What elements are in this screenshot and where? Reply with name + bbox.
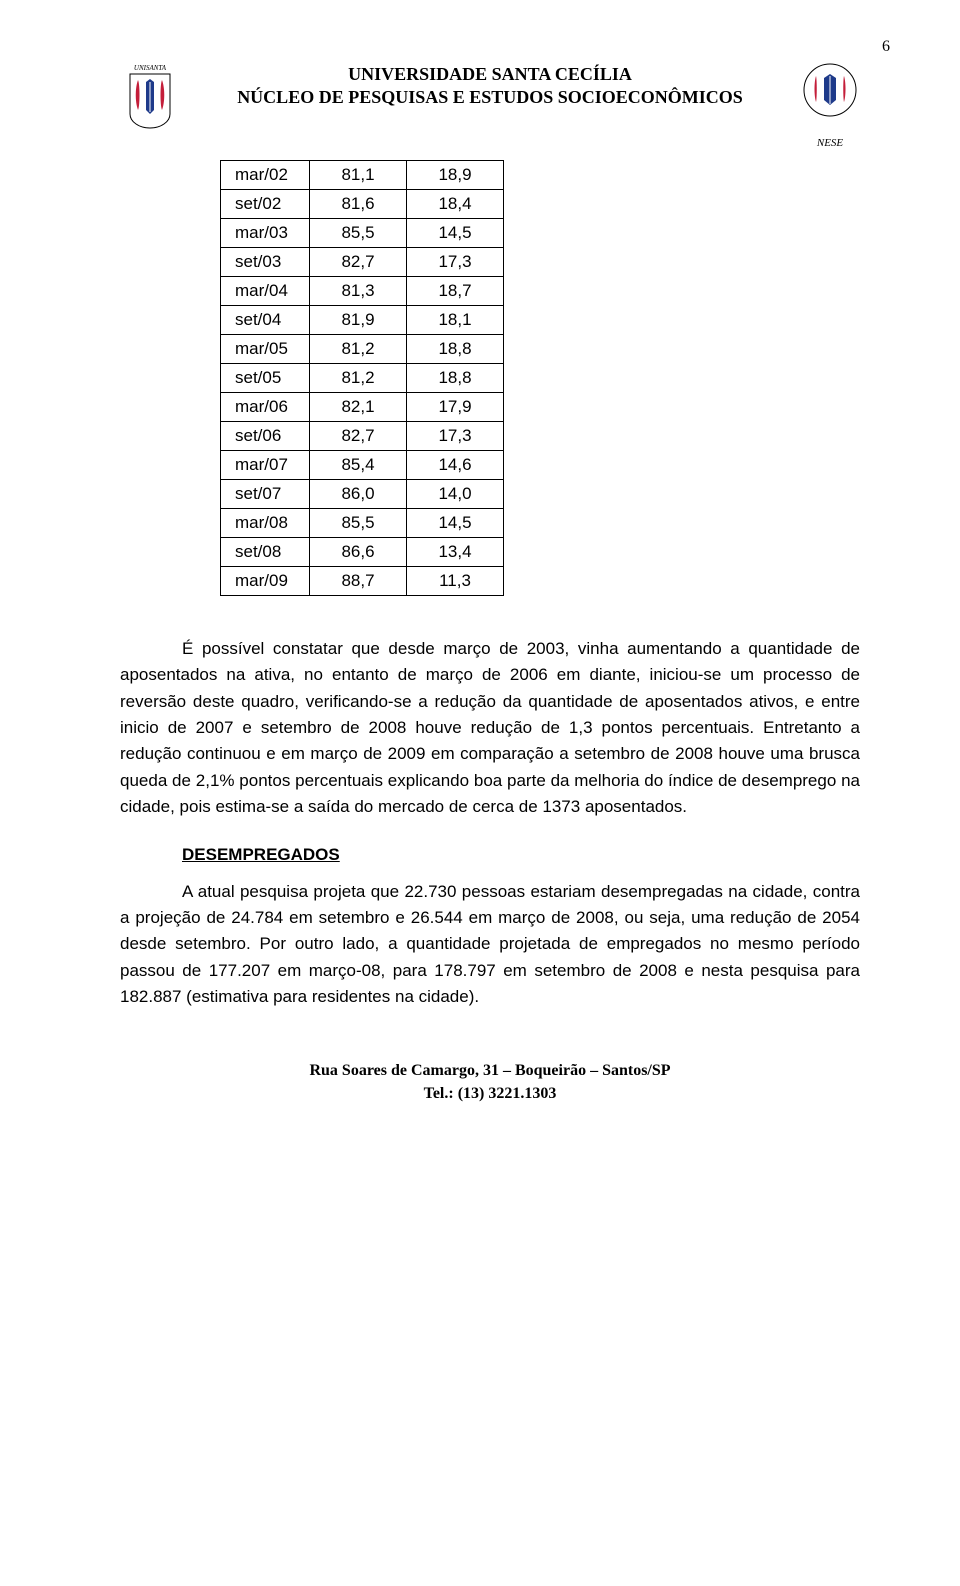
table-row: set/0382,717,3 (221, 248, 504, 277)
table-row: mar/0885,514,5 (221, 509, 504, 538)
table-cell: mar/07 (221, 451, 310, 480)
table-cell: 85,5 (310, 219, 407, 248)
table-cell: set/08 (221, 538, 310, 567)
table-cell: mar/02 (221, 161, 310, 190)
table-cell: 81,3 (310, 277, 407, 306)
table-row: mar/0785,414,6 (221, 451, 504, 480)
table-cell: 81,1 (310, 161, 407, 190)
header-titles: UNIVERSIDADE SANTA CECÍLIA NÚCLEO DE PES… (180, 60, 800, 108)
nese-logo: NESE (800, 60, 860, 130)
section-heading-desempregados: DESEMPREGADOS (182, 842, 860, 868)
table-row: mar/0988,711,3 (221, 567, 504, 596)
table-cell: mar/03 (221, 219, 310, 248)
footer-line2: Tel.: (13) 3221.1303 (120, 1083, 860, 1105)
table-cell: 81,2 (310, 335, 407, 364)
footer-line1: Rua Soares de Camargo, 31 – Boqueirão – … (120, 1060, 860, 1082)
paragraph-2: A atual pesquisa projeta que 22.730 pess… (120, 879, 860, 1011)
table-cell: 85,4 (310, 451, 407, 480)
page-container: 6 UNISANTA UNIVERSIDADE SANTA CECÍLIA NÚ… (0, 0, 960, 1145)
page-number: 6 (882, 38, 890, 56)
table-cell: 82,7 (310, 422, 407, 451)
table-cell: 17,9 (407, 393, 504, 422)
unisanta-logo: UNISANTA (120, 60, 180, 130)
table-cell: 13,4 (407, 538, 504, 567)
table-cell: 86,6 (310, 538, 407, 567)
table-row: set/0581,218,8 (221, 364, 504, 393)
table-row: set/0481,918,1 (221, 306, 504, 335)
table-cell: set/06 (221, 422, 310, 451)
nese-label: NESE (800, 137, 860, 149)
data-table: mar/0281,118,9set/0281,618,4mar/0385,514… (220, 160, 504, 596)
table-cell: 18,8 (407, 364, 504, 393)
table-cell: 18,1 (407, 306, 504, 335)
table-row: mar/0682,117,9 (221, 393, 504, 422)
table-cell: 18,7 (407, 277, 504, 306)
table-row: set/0886,613,4 (221, 538, 504, 567)
table-cell: 82,1 (310, 393, 407, 422)
table-cell: set/07 (221, 480, 310, 509)
table-row: set/0281,618,4 (221, 190, 504, 219)
table-cell: 11,3 (407, 567, 504, 596)
logo-left-text: UNISANTA (134, 64, 167, 72)
table-cell: mar/09 (221, 567, 310, 596)
table-cell: 85,5 (310, 509, 407, 538)
table-cell: 14,6 (407, 451, 504, 480)
table-cell: mar/08 (221, 509, 310, 538)
table-cell: 88,7 (310, 567, 407, 596)
table-cell: 14,5 (407, 219, 504, 248)
table-row: mar/0481,318,7 (221, 277, 504, 306)
table-cell: 81,2 (310, 364, 407, 393)
table-row: mar/0385,514,5 (221, 219, 504, 248)
table-cell: 18,8 (407, 335, 504, 364)
table-cell: 86,0 (310, 480, 407, 509)
table-cell: set/04 (221, 306, 310, 335)
header-line1: UNIVERSIDADE SANTA CECÍLIA (180, 64, 800, 85)
table-row: mar/0581,218,8 (221, 335, 504, 364)
table-cell: set/05 (221, 364, 310, 393)
table-cell: 17,3 (407, 248, 504, 277)
table-cell: 18,9 (407, 161, 504, 190)
table-row: set/0682,717,3 (221, 422, 504, 451)
body-text: É possível constatar que desde março de … (120, 636, 860, 1010)
table-cell: mar/05 (221, 335, 310, 364)
table-cell: 81,6 (310, 190, 407, 219)
paragraph-1: É possível constatar que desde março de … (120, 636, 860, 820)
table-cell: set/02 (221, 190, 310, 219)
table-cell: 81,9 (310, 306, 407, 335)
document-header: UNISANTA UNIVERSIDADE SANTA CECÍLIA NÚCL… (120, 60, 860, 130)
table-cell: mar/06 (221, 393, 310, 422)
table-cell: set/03 (221, 248, 310, 277)
table-cell: mar/04 (221, 277, 310, 306)
table-row: set/0786,014,0 (221, 480, 504, 509)
header-line2: NÚCLEO DE PESQUISAS E ESTUDOS SOCIOECONÔ… (180, 87, 800, 108)
table-cell: 82,7 (310, 248, 407, 277)
table-cell: 17,3 (407, 422, 504, 451)
page-footer: Rua Soares de Camargo, 31 – Boqueirão – … (120, 1060, 860, 1105)
table-cell: 14,0 (407, 480, 504, 509)
table-cell: 18,4 (407, 190, 504, 219)
table-cell: 14,5 (407, 509, 504, 538)
table-row: mar/0281,118,9 (221, 161, 504, 190)
